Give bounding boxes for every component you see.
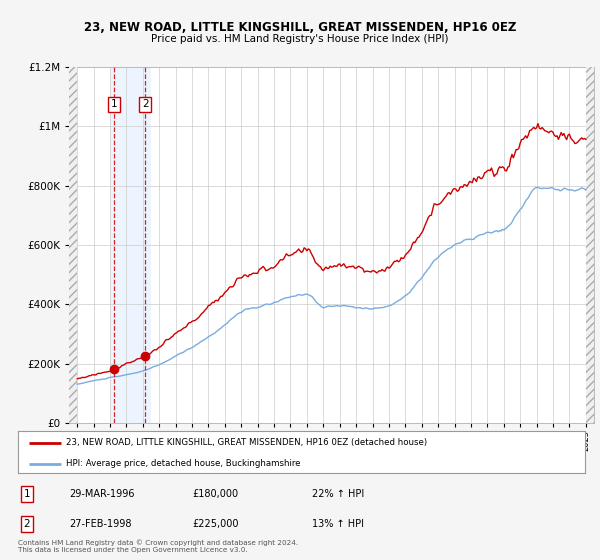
Text: Contains HM Land Registry data © Crown copyright and database right 2024.
This d: Contains HM Land Registry data © Crown c… — [18, 540, 298, 553]
Text: 13% ↑ HPI: 13% ↑ HPI — [312, 519, 364, 529]
Text: 22% ↑ HPI: 22% ↑ HPI — [312, 489, 364, 499]
Text: 23, NEW ROAD, LITTLE KINGSHILL, GREAT MISSENDEN, HP16 0EZ: 23, NEW ROAD, LITTLE KINGSHILL, GREAT MI… — [84, 21, 516, 34]
Text: 2: 2 — [23, 519, 31, 529]
Bar — [69, 67, 77, 423]
Bar — [586, 67, 594, 423]
Text: 1: 1 — [110, 99, 117, 109]
Text: 23, NEW ROAD, LITTLE KINGSHILL, GREAT MISSENDEN, HP16 0EZ (detached house): 23, NEW ROAD, LITTLE KINGSHILL, GREAT MI… — [66, 438, 427, 447]
Text: Price paid vs. HM Land Registry's House Price Index (HPI): Price paid vs. HM Land Registry's House … — [151, 34, 449, 44]
Text: £180,000: £180,000 — [192, 489, 238, 499]
Bar — [110, 67, 151, 423]
Text: 29-MAR-1996: 29-MAR-1996 — [69, 489, 134, 499]
Text: £225,000: £225,000 — [192, 519, 239, 529]
Text: HPI: Average price, detached house, Buckinghamshire: HPI: Average price, detached house, Buck… — [66, 459, 301, 469]
Text: 1: 1 — [23, 489, 31, 499]
Text: 2: 2 — [142, 99, 148, 109]
Text: 27-FEB-1998: 27-FEB-1998 — [69, 519, 131, 529]
